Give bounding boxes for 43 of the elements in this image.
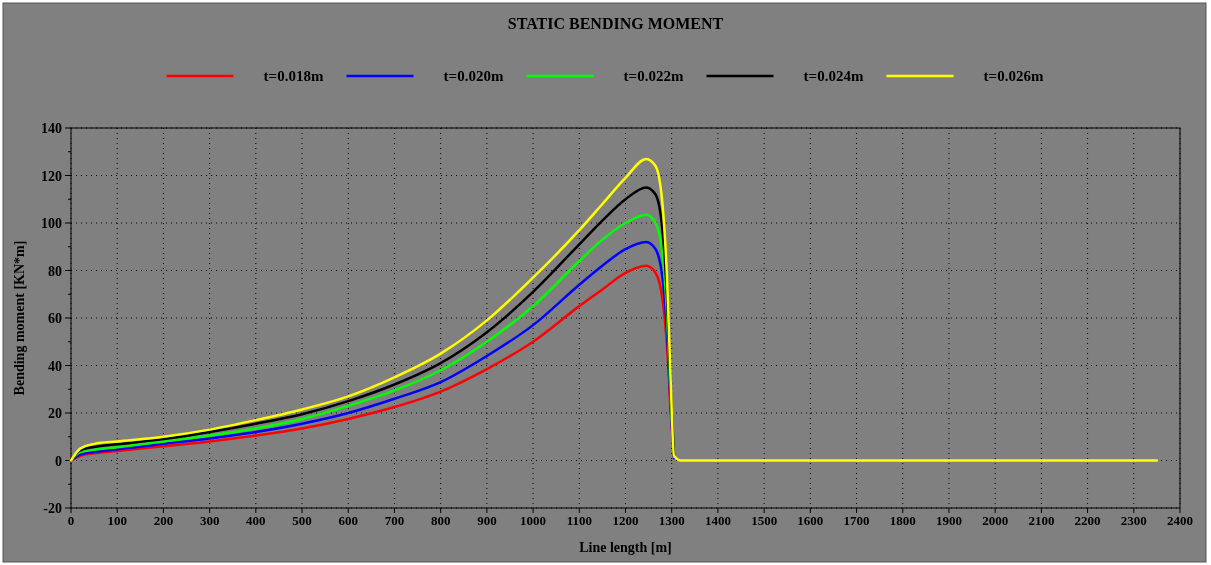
x-tick-label: 800	[430, 513, 451, 528]
chart-title: STATIC BENDING MOMENT	[507, 15, 724, 32]
y-tick-label: 80	[48, 263, 62, 279]
y-tick-label: 60	[48, 311, 62, 326]
x-tick-label: 500	[292, 513, 312, 528]
line-series	[69, 157, 1159, 462]
x-tick-label: 1100	[566, 513, 592, 528]
x-tick-label: 1800	[889, 513, 916, 528]
legend-label: t=0.024m	[803, 68, 864, 84]
y-tick-label: -20	[43, 501, 62, 516]
x-tick-label: 600	[338, 513, 358, 528]
x-tick-label: 1600	[797, 513, 824, 528]
x-tick-label: 700	[384, 513, 405, 528]
x-tick-label: 2300	[1120, 513, 1147, 528]
x-tick-label: 2000	[982, 513, 1009, 528]
x-tick-label: 1300	[658, 513, 685, 528]
x-tick-label: 300	[199, 513, 220, 528]
y-tick-label: 140	[41, 121, 62, 136]
x-tick-label: 400	[246, 513, 266, 528]
x-tick-label: 1200	[612, 513, 639, 528]
x-tick-label: 2200	[1074, 513, 1101, 528]
x-tick-label: 1500	[751, 513, 778, 528]
y-tick-label: 0	[55, 453, 62, 469]
y-tick-label: 120	[41, 168, 62, 184]
y-tick-label: 20	[48, 406, 62, 421]
y-tick-label: 100	[41, 216, 62, 231]
x-tick-label: 2100	[1028, 513, 1055, 528]
x-tick-label: 900	[477, 513, 497, 528]
legend-label: t=0.022m	[623, 68, 684, 84]
legend-label: t=0.020m	[443, 68, 504, 84]
y-tick-label: 40	[48, 358, 62, 374]
x-tick-label: 1400	[704, 513, 731, 528]
x-tick-label: 1900	[935, 513, 962, 528]
x-tick-label: 100	[107, 513, 127, 528]
x-tick-label: 2400	[1167, 513, 1193, 528]
x-axis-title: Line length [m]	[579, 540, 672, 555]
x-tick-label: 1000	[520, 513, 547, 528]
legend-label: t=0.018m	[263, 68, 324, 84]
x-tick-label: 200	[153, 513, 174, 528]
legend-label: t=0.026m	[983, 68, 1044, 84]
x-tick-label: 0	[67, 513, 75, 528]
y-axis-title: Bending moment [KN*m]	[12, 240, 27, 396]
x-tick-label: 1700	[843, 513, 870, 528]
